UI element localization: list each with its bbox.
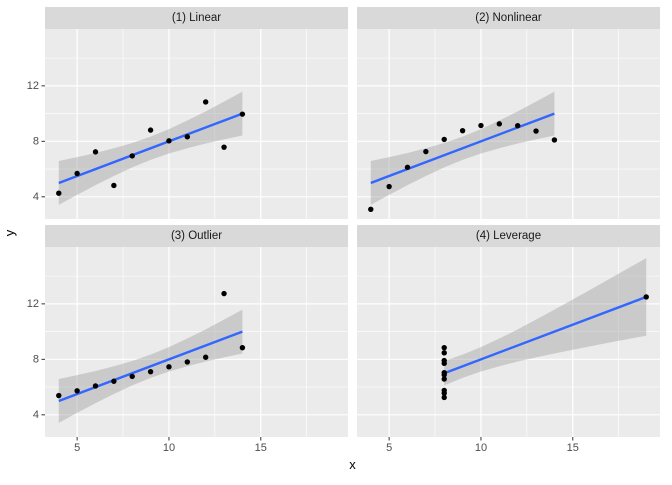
- x-axis-title: x: [349, 457, 356, 472]
- data-point: [441, 350, 447, 356]
- data-point: [202, 354, 209, 360]
- panel-background: [357, 29, 660, 219]
- data-point: [459, 127, 466, 134]
- y-tick-label: 8: [33, 135, 39, 147]
- y-tick-label: 12: [27, 298, 39, 310]
- facet-strip-label: (3) Outlier: [171, 230, 222, 242]
- data-point: [184, 359, 191, 365]
- x-tick-label: 10: [163, 442, 175, 454]
- regression-line: [443, 295, 647, 375]
- x-tick-label: 15: [255, 442, 267, 454]
- data-point: [56, 190, 62, 196]
- data-point: [404, 164, 411, 170]
- data-point: [239, 344, 246, 351]
- regression-line: [370, 112, 555, 185]
- data-point: [166, 138, 172, 144]
- data-point: [441, 376, 447, 382]
- facet-panel-1-linear: (1) Linear 4 8 12: [27, 7, 348, 219]
- data-point: [551, 137, 558, 143]
- data-point: [423, 148, 429, 155]
- y-tick-label: 4: [33, 191, 39, 203]
- facet-strip: [45, 225, 348, 247]
- data-point: [386, 183, 392, 190]
- data-point: [239, 111, 246, 117]
- facet-strip: [357, 225, 660, 247]
- data-point: [56, 392, 62, 399]
- facet-panel-2-nonlinear: (2) Nonlinear: [357, 7, 660, 219]
- panel-background: [45, 247, 348, 437]
- data-point: [643, 294, 649, 300]
- facet-strip: [45, 7, 348, 29]
- data-point: [74, 170, 80, 177]
- data-point: [478, 122, 484, 129]
- data-point: [92, 149, 99, 155]
- data-point: [514, 122, 521, 129]
- data-point: [202, 99, 209, 105]
- y-tick-label: 4: [33, 409, 39, 421]
- facet-strip-label: (1) Linear: [172, 12, 221, 24]
- data-point: [441, 372, 447, 378]
- regression-line: [58, 112, 243, 185]
- data-point: [441, 390, 447, 396]
- data-point: [441, 394, 447, 401]
- data-point: [111, 378, 117, 384]
- x-tick-label: 5: [386, 442, 392, 454]
- data-point: [221, 144, 227, 150]
- x-tick-label: 5: [74, 442, 80, 454]
- data-point: [533, 128, 539, 134]
- data-point: [147, 127, 154, 133]
- facet-panel-3-outlier: (3) Outlier 5 10 15 4 8 12: [27, 225, 348, 454]
- data-point: [111, 182, 117, 189]
- x-tick-label: 15: [567, 442, 579, 454]
- data-point: [74, 388, 80, 394]
- y-tick-label: 12: [27, 80, 39, 92]
- y-tick-label: 8: [33, 353, 39, 365]
- data-point: [92, 383, 99, 389]
- data-point: [441, 136, 447, 143]
- y-axis-title: y: [2, 229, 17, 236]
- data-point: [129, 153, 135, 159]
- data-point: [441, 344, 447, 351]
- panel-background: [45, 29, 348, 219]
- regression-line: [58, 330, 243, 403]
- data-point: [129, 373, 135, 380]
- data-point: [221, 290, 227, 297]
- data-point: [184, 134, 191, 140]
- data-point: [496, 121, 503, 127]
- data-point: [166, 364, 172, 370]
- panel-background: [357, 247, 660, 437]
- facet-panel-4-leverage: (4) Leverage 5 10 15: [357, 225, 660, 454]
- x-tick-label: 10: [475, 442, 487, 454]
- facet-strip-label: (2) Nonlinear: [475, 12, 542, 24]
- data-point: [147, 368, 154, 375]
- facet-strip-label: (4) Leverage: [476, 230, 541, 242]
- data-point: [441, 357, 447, 364]
- data-point: [368, 206, 374, 212]
- facet-strip: [357, 7, 660, 29]
